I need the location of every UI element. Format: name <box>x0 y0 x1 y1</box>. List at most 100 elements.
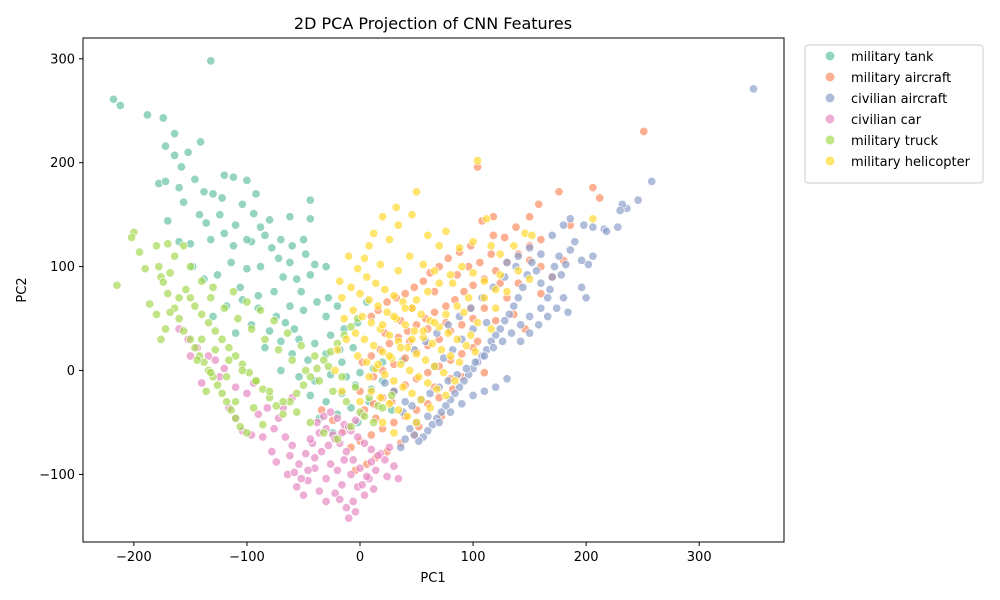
y-axis-label: PC2 <box>15 277 30 302</box>
data-point <box>319 411 329 421</box>
data-point <box>262 403 272 413</box>
data-point <box>341 397 351 407</box>
data-point <box>473 336 483 346</box>
data-point <box>210 355 220 365</box>
data-point <box>201 218 211 228</box>
legend-label: military truck <box>851 134 939 149</box>
data-point <box>513 251 523 261</box>
data-point <box>203 351 214 361</box>
data-point <box>647 176 657 186</box>
y-tick-label: 300 <box>50 52 75 67</box>
data-point <box>285 212 295 222</box>
data-point <box>543 311 553 322</box>
data-point <box>459 376 469 386</box>
data-point <box>371 465 381 475</box>
legend-item: civilian car <box>824 113 922 128</box>
data-point <box>283 328 293 338</box>
legend: military tank military aircraft civilian a… <box>804 44 984 184</box>
data-point <box>190 174 200 184</box>
x-axis: −200 −100 0 100 200 300 <box>116 542 712 565</box>
data-point <box>305 417 315 428</box>
data-point <box>294 372 304 382</box>
data-point <box>468 390 478 401</box>
data-point <box>323 293 333 303</box>
data-point <box>296 287 306 297</box>
data-point <box>369 484 379 494</box>
data-point <box>222 397 232 407</box>
data-point <box>319 428 329 438</box>
data-point <box>479 368 489 378</box>
data-point <box>165 268 175 278</box>
data-point <box>219 363 229 374</box>
data-point <box>292 482 302 492</box>
legend-label: military tank <box>851 50 934 65</box>
data-point <box>466 303 476 313</box>
data-point <box>260 230 270 240</box>
data-point <box>296 474 306 484</box>
data-point <box>457 399 467 409</box>
data-point <box>570 237 580 247</box>
data-point <box>375 393 385 403</box>
data-point <box>337 386 347 396</box>
data-point <box>373 359 383 369</box>
data-point <box>224 355 234 365</box>
data-point <box>479 303 489 313</box>
data-point <box>495 324 505 334</box>
data-point <box>423 378 433 388</box>
data-point <box>346 422 356 432</box>
data-point <box>274 345 284 355</box>
data-point <box>434 241 444 251</box>
data-point <box>265 326 275 336</box>
data-point <box>543 293 553 303</box>
data-point <box>298 235 309 245</box>
data-point <box>389 376 399 386</box>
data-point <box>393 266 403 276</box>
data-point <box>170 129 180 139</box>
plot-area <box>108 56 759 523</box>
data-point <box>337 357 347 367</box>
data-point <box>160 141 171 151</box>
data-point <box>357 311 367 322</box>
data-point <box>513 293 523 303</box>
data-point <box>495 270 505 280</box>
data-point <box>450 388 460 398</box>
data-point <box>470 357 480 367</box>
data-point <box>384 235 394 245</box>
data-point <box>439 368 449 378</box>
data-point <box>174 293 184 303</box>
data-point <box>190 301 200 311</box>
data-point <box>203 318 214 328</box>
data-point <box>326 330 336 340</box>
data-point <box>145 299 155 309</box>
data-point <box>418 276 428 286</box>
data-point <box>332 434 342 444</box>
legend-item: civilian aircraft <box>824 92 947 107</box>
data-point <box>176 162 186 172</box>
data-point <box>509 301 519 311</box>
data-point <box>346 282 356 292</box>
data-point <box>407 210 417 220</box>
data-point <box>362 272 372 282</box>
data-point <box>312 297 322 307</box>
x-axis-label: PC1 <box>420 571 445 586</box>
legend-item: military aircraft <box>824 71 951 86</box>
data-point <box>536 303 546 313</box>
data-point <box>326 459 336 469</box>
data-point <box>190 343 200 353</box>
data-point <box>430 307 440 317</box>
data-point <box>525 311 535 322</box>
data-point <box>389 291 399 301</box>
legend-item: military truck <box>824 134 939 149</box>
data-point <box>199 187 209 197</box>
data-point <box>303 355 313 365</box>
data-point <box>305 372 315 382</box>
x-tick-label: 100 <box>461 550 486 565</box>
data-point <box>231 397 241 407</box>
data-point <box>217 388 227 398</box>
data-point <box>563 307 573 317</box>
data-point <box>371 278 381 288</box>
legend-label: civilian car <box>851 113 922 128</box>
data-point <box>314 486 324 496</box>
data-point <box>407 334 417 344</box>
data-point <box>384 399 394 409</box>
